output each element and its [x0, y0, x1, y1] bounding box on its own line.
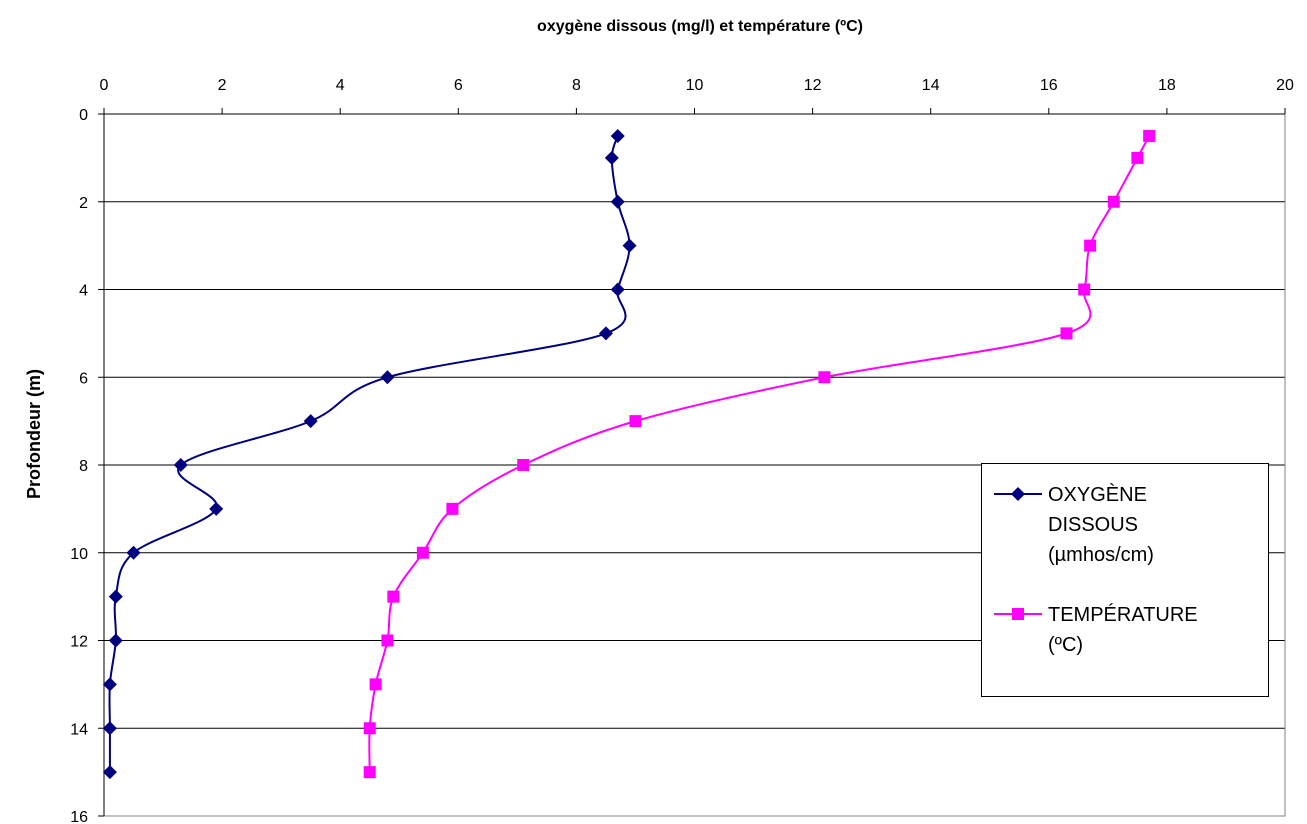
x-tick-label: 0 — [100, 77, 109, 94]
data-point-temperature — [818, 371, 831, 384]
y-tick-label: 4 — [79, 283, 88, 300]
data-point-temperature — [1143, 129, 1156, 142]
x-tick-label: 18 — [1158, 77, 1176, 94]
x-tick-label: 20 — [1276, 77, 1294, 94]
y-tick-label: 16 — [70, 809, 88, 824]
data-point-oxygen — [610, 282, 625, 297]
x-tick-label: 2 — [218, 77, 227, 94]
y-tick-label: 12 — [70, 634, 88, 651]
data-point-temperature — [517, 459, 530, 471]
chart-title: oxygène dissous (mg/l) et température (º… — [537, 18, 863, 35]
data-point-oxygen — [604, 150, 619, 165]
data-point-temperature — [363, 722, 376, 735]
data-point-oxygen — [108, 633, 123, 648]
data-point-temperature — [629, 415, 642, 428]
x-tick-label: 10 — [686, 77, 704, 94]
x-tick-label: 6 — [454, 77, 463, 94]
data-point-temperature — [1131, 151, 1144, 164]
legend-label-oxygen: OXYGÈNE DISSOUS (µmhos/cm) — [1048, 484, 1154, 566]
legend-label-temperature: TEMPÉRATURE (ºC) — [1048, 604, 1198, 656]
data-point-temperature — [446, 502, 459, 515]
y-axis-label: Profondeur (m) — [24, 369, 44, 499]
data-point-temperature — [381, 634, 394, 647]
y-tick-label: 14 — [70, 721, 88, 738]
x-tick-label: 14 — [922, 77, 940, 94]
data-point-oxygen — [622, 238, 637, 253]
data-point-oxygen — [303, 414, 318, 429]
legend-item-oxygen: OXYGÈNE DISSOUS (µmhos/cm) — [994, 480, 1268, 570]
legend-item-temperature: TEMPÉRATURE (ºC) — [994, 600, 1268, 660]
data-point-oxygen — [380, 370, 395, 385]
y-tick-label: 8 — [79, 458, 88, 475]
data-point-oxygen — [102, 721, 117, 736]
data-point-temperature — [369, 678, 382, 691]
legend: OXYGÈNE DISSOUS (µmhos/cm) TEMPÉRATURE (… — [981, 463, 1269, 697]
legend-marker-temperature — [994, 608, 1042, 620]
data-point-temperature — [363, 766, 376, 779]
data-point-temperature — [1060, 327, 1073, 340]
grid-lines — [104, 201, 1285, 729]
legend-marker-oxygen — [994, 487, 1042, 501]
data-point-oxygen — [209, 501, 224, 516]
series-line-oxygen — [108, 135, 631, 773]
x-tick-label: 16 — [1040, 77, 1058, 94]
axes: 0 2 4 6 8 10 12 14 16 18 20 0 2 4 6 8 10 12 14 16 — [70, 77, 1294, 824]
data-point-oxygen — [610, 128, 625, 143]
x-tick-label: 4 — [336, 77, 345, 94]
data-point-oxygen — [173, 458, 188, 472]
x-tick-label: 12 — [804, 77, 822, 94]
data-point-temperature — [416, 546, 429, 559]
data-point-oxygen — [108, 589, 123, 604]
x-tick-label: 8 — [572, 77, 581, 94]
data-point-temperature — [1078, 283, 1091, 296]
data-point-temperature — [1084, 239, 1097, 252]
series-layer — [102, 128, 1156, 780]
data-point-temperature — [1107, 195, 1120, 208]
data-point-temperature — [387, 590, 400, 603]
data-point-oxygen — [102, 765, 117, 780]
data-point-oxygen — [610, 194, 625, 209]
y-tick-label: 0 — [79, 107, 88, 124]
y-tick-label: 2 — [79, 195, 88, 212]
data-point-oxygen — [598, 326, 613, 341]
data-point-oxygen — [102, 677, 117, 692]
y-tick-label: 10 — [70, 546, 88, 563]
data-point-oxygen — [126, 545, 141, 560]
y-tick-label: 6 — [79, 370, 88, 387]
